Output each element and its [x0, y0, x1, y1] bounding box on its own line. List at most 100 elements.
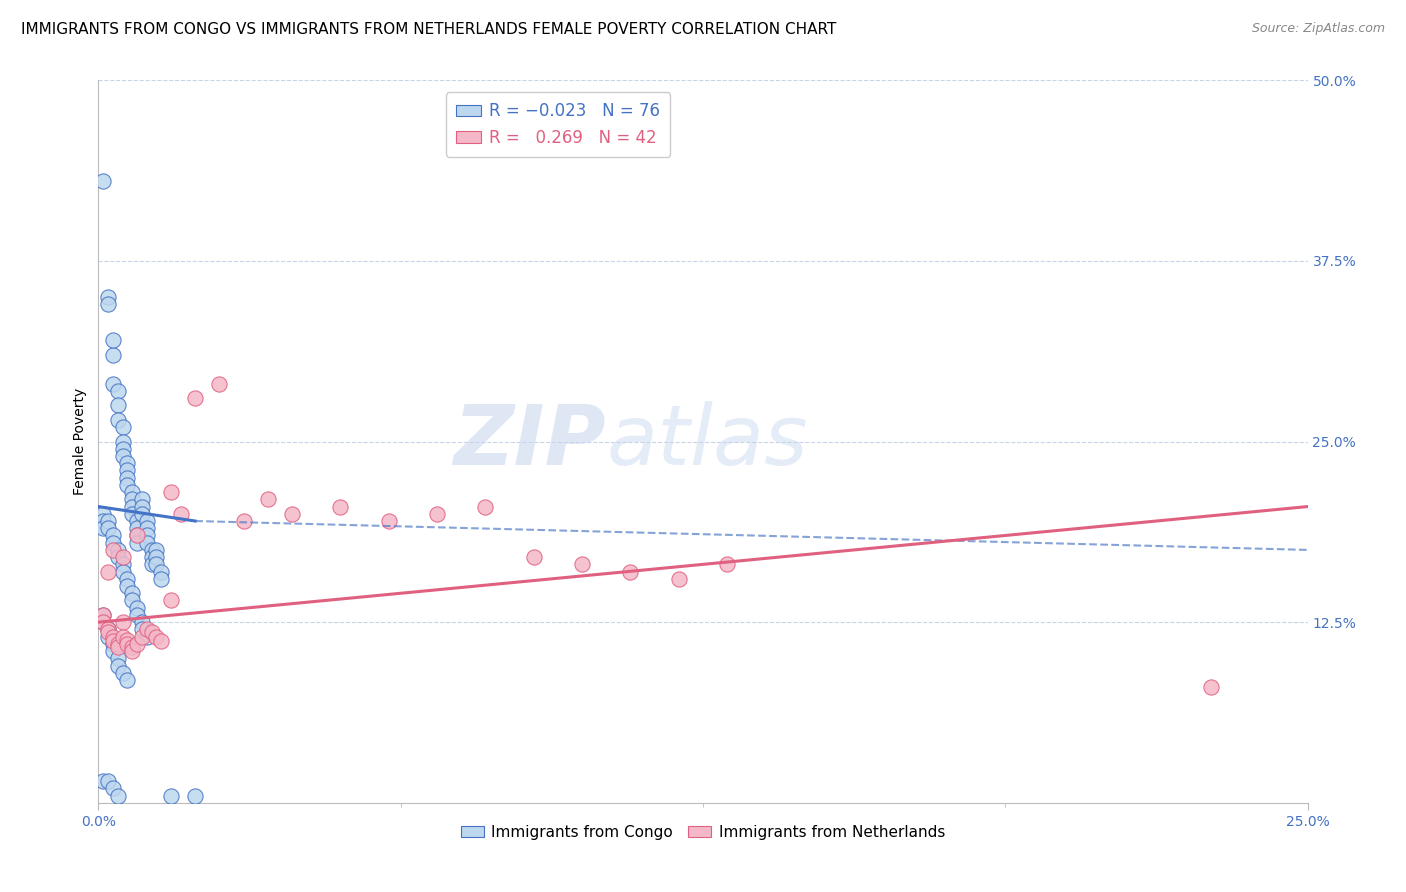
Point — [474, 500, 496, 514]
Point — [377, 514, 399, 528]
Point — [160, 593, 183, 607]
Point — [97, 565, 120, 579]
Point — [91, 507, 114, 521]
Point — [97, 774, 120, 789]
Point — [131, 507, 153, 521]
Text: atlas: atlas — [606, 401, 808, 482]
Point — [160, 485, 183, 500]
Point — [97, 625, 120, 640]
Point — [101, 542, 124, 557]
Point — [150, 572, 173, 586]
Text: Source: ZipAtlas.com: Source: ZipAtlas.com — [1251, 22, 1385, 36]
Point — [97, 297, 120, 311]
Text: IMMIGRANTS FROM CONGO VS IMMIGRANTS FROM NETHERLANDS FEMALE POVERTY CORRELATION : IMMIGRANTS FROM CONGO VS IMMIGRANTS FROM… — [21, 22, 837, 37]
Point — [101, 528, 124, 542]
Point — [111, 665, 134, 680]
Point — [145, 542, 167, 557]
Point — [101, 634, 124, 648]
Point — [716, 558, 738, 572]
Point — [111, 558, 134, 572]
Point — [150, 565, 173, 579]
Point — [256, 492, 278, 507]
Point — [135, 535, 157, 549]
Point — [127, 528, 149, 542]
Point — [111, 449, 134, 463]
Point — [111, 420, 134, 434]
Point — [131, 615, 153, 630]
Point — [117, 637, 139, 651]
Point — [281, 507, 304, 521]
Point — [127, 600, 149, 615]
Point — [121, 593, 143, 607]
Point — [141, 542, 163, 557]
Point — [117, 478, 139, 492]
Point — [91, 615, 114, 630]
Point — [131, 500, 153, 514]
Point — [135, 528, 157, 542]
Point — [135, 623, 157, 637]
Point — [121, 586, 143, 600]
Point — [619, 565, 641, 579]
Point — [117, 456, 139, 470]
Point — [107, 637, 129, 651]
Point — [141, 558, 163, 572]
Point — [127, 514, 149, 528]
Point — [101, 348, 124, 362]
Point — [117, 572, 139, 586]
Point — [107, 550, 129, 565]
Point — [141, 625, 163, 640]
Point — [101, 535, 124, 549]
Point — [232, 514, 254, 528]
Point — [91, 521, 114, 535]
Point — [127, 535, 149, 549]
Point — [111, 442, 134, 456]
Point — [121, 500, 143, 514]
Point — [117, 470, 139, 484]
Point — [107, 651, 129, 665]
Point — [150, 634, 173, 648]
Text: ZIP: ZIP — [454, 401, 606, 482]
Point — [184, 789, 207, 803]
Point — [131, 623, 153, 637]
Point — [329, 500, 352, 514]
Point — [121, 485, 143, 500]
Point — [97, 521, 120, 535]
Point — [121, 492, 143, 507]
Point — [127, 521, 149, 535]
Point — [208, 376, 231, 391]
Legend: Immigrants from Congo, Immigrants from Netherlands: Immigrants from Congo, Immigrants from N… — [454, 819, 952, 846]
Y-axis label: Female Poverty: Female Poverty — [73, 388, 87, 495]
Point — [668, 572, 690, 586]
Point — [160, 789, 183, 803]
Point — [117, 673, 139, 687]
Point — [97, 290, 120, 304]
Point — [97, 623, 120, 637]
Point — [107, 542, 129, 557]
Point — [117, 632, 139, 647]
Point — [97, 630, 120, 644]
Point — [101, 630, 124, 644]
Point — [101, 637, 124, 651]
Point — [111, 565, 134, 579]
Point — [101, 334, 124, 348]
Point — [127, 637, 149, 651]
Point — [127, 607, 149, 622]
Point — [91, 607, 114, 622]
Point — [523, 550, 546, 565]
Point — [101, 781, 124, 796]
Point — [127, 528, 149, 542]
Point — [107, 384, 129, 398]
Point — [91, 774, 114, 789]
Point — [426, 507, 449, 521]
Point — [145, 550, 167, 565]
Point — [111, 630, 134, 644]
Point — [1199, 680, 1222, 694]
Point — [111, 434, 134, 449]
Point — [121, 507, 143, 521]
Point — [107, 640, 129, 654]
Point — [111, 550, 134, 565]
Point — [107, 789, 129, 803]
Point — [91, 174, 114, 188]
Point — [97, 623, 120, 637]
Point — [135, 514, 157, 528]
